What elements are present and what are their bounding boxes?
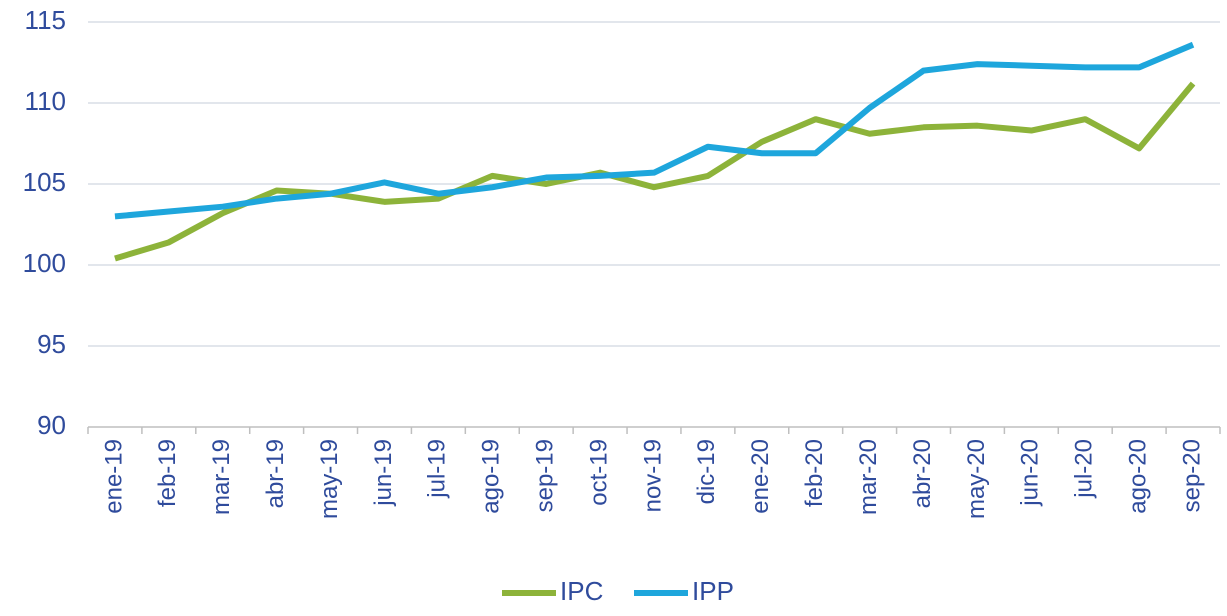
legend-label: IPC bbox=[560, 576, 603, 606]
series-line bbox=[114, 81, 1196, 262]
y-tick-label: 105 bbox=[23, 167, 66, 197]
x-tick-label: may-20 bbox=[963, 439, 990, 519]
y-tick-label: 115 bbox=[25, 5, 66, 35]
x-tick-label: abr-20 bbox=[909, 439, 936, 508]
y-tick-label: 95 bbox=[37, 329, 66, 359]
y-tick-label: 100 bbox=[23, 248, 66, 278]
x-tick-label: feb-20 bbox=[801, 439, 828, 507]
x-tick-label: abr-19 bbox=[262, 439, 289, 508]
series-line bbox=[114, 41, 1195, 220]
x-tick-label: ago-19 bbox=[478, 439, 505, 514]
x-tick-label: dic-19 bbox=[693, 439, 720, 504]
x-tick-label: jun-19 bbox=[370, 439, 397, 507]
x-tick-label: oct-19 bbox=[585, 439, 612, 506]
x-tick-label: jul-20 bbox=[1071, 439, 1098, 499]
x-tick-label: ago-20 bbox=[1124, 439, 1151, 514]
y-tick-label: 110 bbox=[25, 86, 66, 116]
legend-label: IPP bbox=[692, 576, 734, 606]
x-tick-label: feb-19 bbox=[154, 439, 181, 507]
y-tick-label: 90 bbox=[37, 410, 66, 440]
x-tick-label: sep-20 bbox=[1178, 439, 1205, 512]
x-tick-label: mar-20 bbox=[855, 439, 882, 515]
x-tick-label: ene-19 bbox=[100, 439, 127, 514]
x-tick-label: jul-19 bbox=[424, 439, 451, 499]
x-tick-label: ene-20 bbox=[747, 439, 774, 514]
x-tick-label: mar-19 bbox=[208, 439, 235, 515]
x-tick-label: jun-20 bbox=[1017, 439, 1044, 507]
x-tick-label: may-19 bbox=[316, 439, 343, 519]
x-tick-label: nov-19 bbox=[639, 439, 666, 512]
x-tick-label: sep-19 bbox=[532, 439, 559, 512]
